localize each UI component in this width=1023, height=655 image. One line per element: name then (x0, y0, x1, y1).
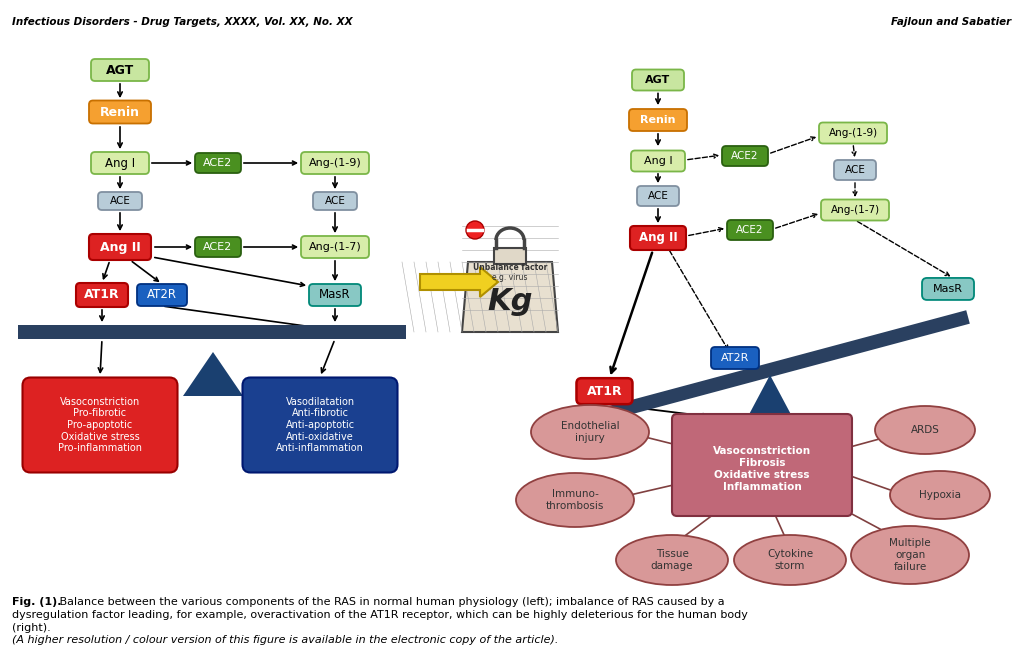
FancyBboxPatch shape (632, 69, 684, 90)
Text: ACE2: ACE2 (737, 225, 764, 235)
FancyBboxPatch shape (637, 186, 679, 206)
FancyBboxPatch shape (922, 278, 974, 300)
FancyBboxPatch shape (301, 236, 369, 258)
FancyBboxPatch shape (722, 146, 768, 166)
Text: Kg: Kg (487, 288, 533, 316)
FancyBboxPatch shape (821, 200, 889, 221)
Text: Ang-(1-9): Ang-(1-9) (829, 128, 878, 138)
Ellipse shape (516, 473, 634, 527)
FancyBboxPatch shape (23, 377, 178, 472)
Text: AT2R: AT2R (147, 288, 177, 301)
FancyBboxPatch shape (672, 414, 852, 516)
FancyBboxPatch shape (301, 152, 369, 174)
FancyBboxPatch shape (313, 192, 357, 210)
FancyBboxPatch shape (577, 378, 632, 404)
Text: AGT: AGT (646, 75, 671, 85)
FancyBboxPatch shape (137, 284, 187, 306)
FancyBboxPatch shape (631, 151, 685, 172)
Text: ACE2: ACE2 (204, 158, 232, 168)
Text: Vasoconstriction
Pro-fibrotic
Pro-apoptotic
Oxidative stress
Pro-inflammation: Vasoconstriction Pro-fibrotic Pro-apopto… (58, 397, 142, 453)
FancyArrow shape (420, 267, 498, 297)
Text: ACE: ACE (109, 196, 131, 206)
Text: ACE: ACE (845, 165, 865, 175)
Text: Ang I: Ang I (105, 157, 135, 170)
FancyBboxPatch shape (91, 152, 149, 174)
Text: Tissue
damage: Tissue damage (651, 549, 694, 571)
Text: Hypoxia: Hypoxia (919, 490, 961, 500)
Text: ARDS: ARDS (910, 425, 939, 435)
Text: (A higher resolution / colour version of this figure is available in the electro: (A higher resolution / colour version of… (12, 635, 559, 645)
Text: Ang II: Ang II (99, 240, 140, 253)
Ellipse shape (531, 405, 649, 459)
FancyBboxPatch shape (309, 284, 361, 306)
FancyBboxPatch shape (819, 122, 887, 143)
Text: AT1R: AT1R (84, 288, 120, 301)
FancyBboxPatch shape (98, 192, 142, 210)
FancyBboxPatch shape (711, 347, 759, 369)
FancyBboxPatch shape (89, 100, 151, 124)
Text: Oxidative stress: Oxidative stress (714, 470, 810, 480)
FancyBboxPatch shape (76, 283, 128, 307)
Bar (18, 325, 406, 339)
FancyBboxPatch shape (195, 153, 241, 173)
Text: AT1R: AT1R (586, 384, 622, 398)
Text: Infectious Disorders - Drug Targets, XXXX, Vol. XX, No. XX: Infectious Disorders - Drug Targets, XXX… (12, 17, 353, 27)
Text: Ang I: Ang I (643, 156, 672, 166)
Ellipse shape (733, 535, 846, 585)
Polygon shape (462, 262, 558, 332)
FancyBboxPatch shape (89, 234, 151, 260)
FancyBboxPatch shape (834, 160, 876, 180)
Ellipse shape (851, 526, 969, 584)
FancyBboxPatch shape (727, 220, 773, 240)
Text: ACE2: ACE2 (731, 151, 759, 161)
Text: Immuno-
thrombosis: Immuno- thrombosis (546, 489, 605, 511)
Text: dysregulation factor leading, for example, overactivation of the AT1R receptor, : dysregulation factor leading, for exampl… (12, 610, 748, 620)
Circle shape (466, 221, 484, 239)
Text: ACE: ACE (324, 196, 346, 206)
Text: Renin: Renin (100, 105, 140, 119)
Ellipse shape (890, 471, 990, 519)
Ellipse shape (616, 535, 728, 585)
FancyBboxPatch shape (91, 59, 149, 81)
Text: Vasodilatation
Anti-fibrotic
Anti-apoptotic
Anti-oxidative
Anti-inflammation: Vasodilatation Anti-fibrotic Anti-apopto… (276, 397, 364, 453)
Polygon shape (183, 352, 243, 396)
Text: AT2R: AT2R (721, 353, 749, 363)
FancyBboxPatch shape (195, 237, 241, 257)
Polygon shape (745, 375, 795, 422)
Text: Renin: Renin (640, 115, 676, 125)
Text: AGT: AGT (105, 64, 134, 77)
Text: Ang II: Ang II (638, 231, 677, 244)
Text: ACE: ACE (648, 191, 668, 201)
Text: Vasoconstriction: Vasoconstriction (713, 446, 811, 456)
Text: Endothelial
injury: Endothelial injury (561, 421, 619, 443)
Text: Inflammation: Inflammation (722, 482, 801, 492)
Text: Fig. (1).: Fig. (1). (12, 597, 61, 607)
Text: Cytokine
storm: Cytokine storm (767, 549, 813, 571)
Text: Unbalance factor: Unbalance factor (473, 263, 547, 272)
Text: ACE2: ACE2 (204, 242, 232, 252)
FancyBboxPatch shape (242, 377, 398, 472)
Text: e.g. virus: e.g. virus (492, 272, 528, 282)
Text: MasR: MasR (319, 288, 351, 301)
Text: Ang-(1-7): Ang-(1-7) (831, 205, 880, 215)
Text: Multiple
organ
failure: Multiple organ failure (889, 538, 931, 572)
Text: (right).: (right). (12, 623, 51, 633)
FancyBboxPatch shape (629, 109, 687, 131)
Text: Ang-(1-9): Ang-(1-9) (309, 158, 361, 168)
Text: Fajloun and Sabatier: Fajloun and Sabatier (891, 17, 1011, 27)
Bar (494, 248, 526, 264)
Text: MasR: MasR (933, 284, 963, 294)
Text: Fibrosis: Fibrosis (739, 458, 786, 468)
Text: Balance between the various components of the RAS in normal human physiology (le: Balance between the various components o… (56, 597, 724, 607)
Ellipse shape (875, 406, 975, 454)
Text: Ang-(1-7): Ang-(1-7) (309, 242, 361, 252)
FancyBboxPatch shape (630, 226, 686, 250)
